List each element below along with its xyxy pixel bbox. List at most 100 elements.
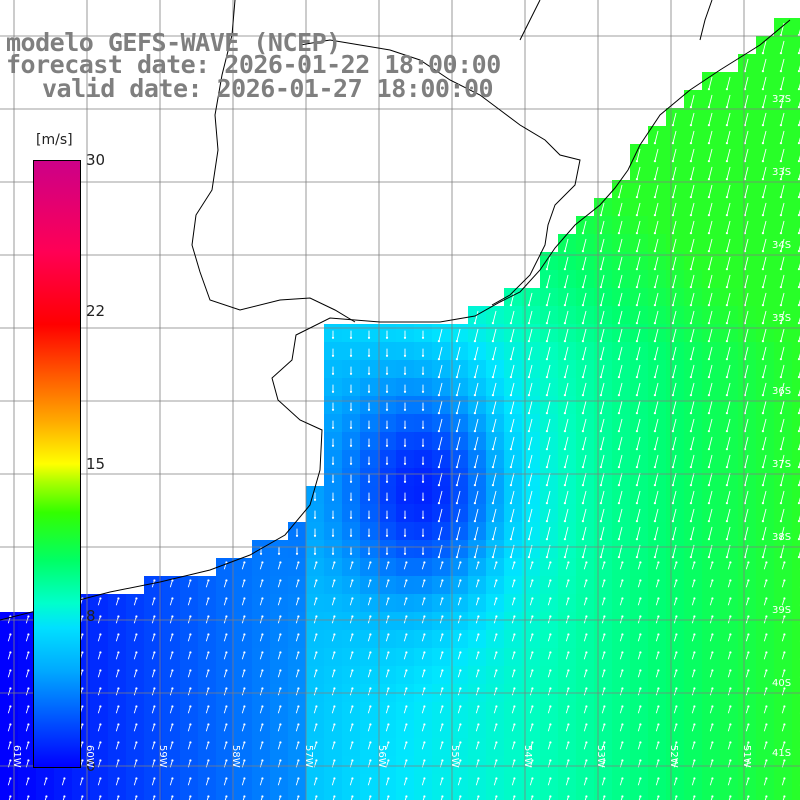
wind-arrow-head bbox=[423, 795, 426, 798]
wind-arrow bbox=[223, 652, 227, 660]
wind-arrow bbox=[744, 292, 749, 306]
wind-arrow-head bbox=[747, 669, 750, 672]
colorbar-tick-30: 30 bbox=[86, 151, 106, 169]
wind-arrow-head bbox=[81, 723, 84, 726]
wind-arrow-head bbox=[725, 358, 729, 361]
wind-arrow-head bbox=[603, 633, 606, 636]
wind-arrow bbox=[403, 688, 407, 696]
wind-arrow-head bbox=[531, 795, 534, 798]
wind-arrow bbox=[546, 364, 551, 378]
wind-arrow-head bbox=[491, 376, 495, 379]
wind-arrow bbox=[672, 202, 677, 216]
wind-arrow bbox=[457, 562, 461, 570]
wind-arrow-head bbox=[279, 669, 282, 672]
wind-arrow-head bbox=[441, 615, 444, 618]
wind-arrow bbox=[709, 670, 713, 678]
wind-arrow bbox=[726, 382, 731, 396]
wind-arrow-head bbox=[617, 286, 621, 289]
wind-arrow bbox=[780, 310, 785, 324]
wind-cell bbox=[54, 792, 73, 800]
wind-arrow bbox=[529, 580, 533, 588]
wind-arrow bbox=[492, 310, 497, 324]
wind-arrow-head bbox=[603, 741, 606, 744]
wind-arrow-head bbox=[585, 597, 588, 600]
wind-arrow bbox=[672, 508, 677, 522]
wind-arrow bbox=[367, 778, 371, 786]
wind-arrow-head bbox=[455, 538, 459, 541]
wind-arrow bbox=[259, 724, 263, 732]
wind-arrow-head bbox=[797, 448, 800, 451]
wind-arrow bbox=[583, 652, 587, 660]
wind-arrow-head bbox=[671, 196, 675, 199]
wind-arrow-head bbox=[783, 795, 786, 798]
wind-arrow-head bbox=[765, 705, 768, 708]
wind-cell bbox=[792, 36, 800, 55]
wind-arrow-head bbox=[495, 705, 498, 708]
wind-arrow bbox=[798, 245, 800, 252]
wind-arrow bbox=[655, 562, 659, 570]
wind-arrow-head bbox=[675, 741, 678, 744]
wind-arrow bbox=[439, 670, 443, 678]
wind-arrow bbox=[763, 580, 767, 588]
wind-arrow bbox=[727, 688, 731, 696]
wind-arrow-head bbox=[387, 759, 390, 762]
wind-arrow bbox=[205, 724, 209, 732]
wind-arrow bbox=[492, 346, 497, 360]
wind-arrow-head bbox=[171, 651, 174, 654]
wind-arrow bbox=[439, 724, 443, 732]
wind-arrow-head bbox=[797, 196, 800, 199]
wind-arrow bbox=[205, 706, 209, 714]
wind-arrow-head bbox=[349, 516, 353, 519]
wind-arrow bbox=[727, 706, 731, 714]
wind-arrow-head bbox=[27, 615, 30, 618]
wind-arrow bbox=[744, 220, 749, 234]
wind-vector-arrows bbox=[7, 22, 800, 800]
wind-arrow-head bbox=[279, 579, 282, 582]
wind-arrow bbox=[565, 580, 569, 588]
wind-arrow bbox=[727, 634, 731, 642]
wind-arrow bbox=[474, 490, 479, 504]
wind-arrow bbox=[565, 778, 569, 786]
wind-arrow bbox=[636, 148, 641, 162]
wind-arrow-head bbox=[459, 579, 462, 582]
wind-arrow-head bbox=[349, 390, 353, 393]
wind-arrow-head bbox=[171, 579, 174, 582]
wind-arrow-head bbox=[779, 538, 783, 541]
wind-arrow-head bbox=[99, 795, 102, 798]
wind-arrow-head bbox=[27, 705, 30, 708]
wind-arrow-head bbox=[441, 723, 444, 726]
wind-arrow-head bbox=[513, 795, 516, 798]
wind-arrow-head bbox=[207, 669, 210, 672]
wind-arrow-head bbox=[779, 214, 783, 217]
wind-arrow-head bbox=[617, 376, 621, 379]
wind-arrow-head bbox=[99, 777, 102, 780]
wind-arrow bbox=[475, 670, 479, 678]
wind-arrow bbox=[403, 652, 407, 660]
wind-arrow bbox=[655, 688, 659, 696]
wind-arrow-head bbox=[599, 538, 603, 541]
wind-arrow bbox=[636, 508, 641, 522]
wind-arrow bbox=[654, 400, 659, 414]
wind-arrow bbox=[583, 742, 587, 750]
wind-arrow bbox=[546, 310, 551, 324]
wind-arrow bbox=[709, 706, 713, 714]
wind-arrow-head bbox=[153, 651, 156, 654]
wind-arrow-head bbox=[437, 466, 441, 469]
wind-arrow bbox=[618, 292, 623, 306]
wind-arrow-head bbox=[653, 214, 657, 217]
wind-arrow-head bbox=[459, 615, 462, 618]
wind-arrow bbox=[61, 778, 65, 786]
wind-arrow-head bbox=[385, 516, 389, 519]
wind-arrow-head bbox=[225, 687, 228, 690]
wind-arrow-head bbox=[783, 579, 786, 582]
wind-arrow bbox=[726, 526, 731, 540]
wind-arrow bbox=[367, 706, 371, 714]
wind-arrow-head bbox=[779, 268, 783, 271]
wind-arrow-head bbox=[693, 579, 696, 582]
wind-arrow-head bbox=[635, 322, 639, 325]
wind-arrow-head bbox=[689, 340, 693, 343]
wind-arrow bbox=[762, 274, 767, 288]
wind-arrow-head bbox=[779, 412, 783, 415]
wind-arrow bbox=[673, 670, 677, 678]
wind-arrow bbox=[709, 688, 713, 696]
